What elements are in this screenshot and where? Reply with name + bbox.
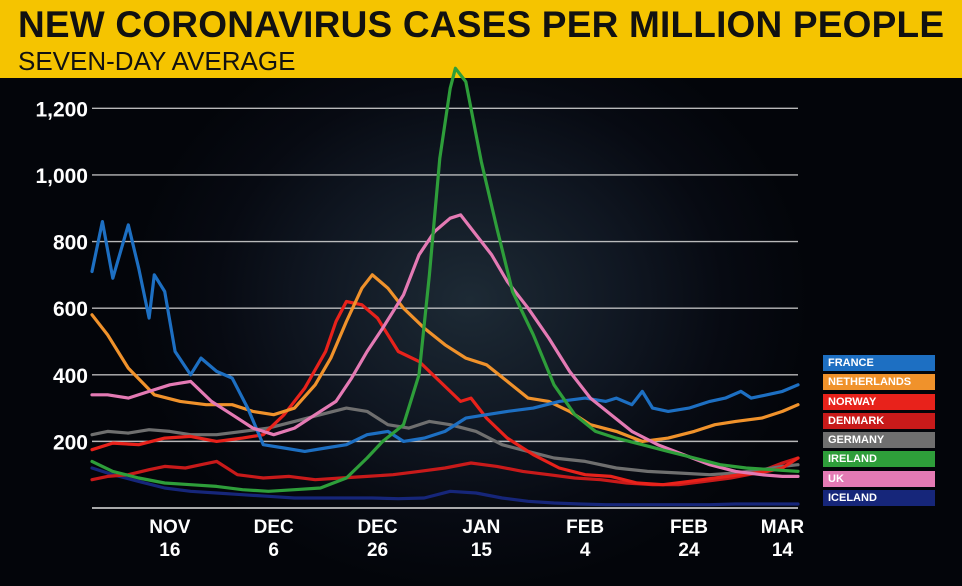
y-tick-label: 400 [53,365,88,388]
x-tick-label: 6 [268,540,279,561]
series-line-denmark [90,456,800,487]
y-tick-label: 600 [53,298,88,321]
y-tick-label: 200 [53,431,88,454]
x-tick-label: DEC [254,517,294,538]
x-tick-label: 26 [367,540,388,561]
legend: FRANCE NETHERLANDS NORWAY DENMARK GERMANY IRE… [823,355,935,509]
x-tick-label: FEB [566,517,604,538]
x-tick-label: 24 [678,540,700,561]
series-line-germany [90,406,800,477]
series-line-france [90,220,800,453]
legend-item-ireland: IRELAND [823,451,935,468]
title-banner: NEW CORONAVIRUS CASES PER MILLION PEOPLE… [0,0,962,78]
legend-item-norway: NORWAY [823,393,935,410]
x-tick-label: NOV [149,517,191,538]
x-tick-label: 4 [580,540,591,561]
y-tick-label: 800 [53,232,88,255]
series-line-netherlands [90,273,800,443]
chart-title: NEW CORONAVIRUS CASES PER MILLION PEOPLE [18,4,945,45]
legend-item-germany: GERMANY [823,432,935,449]
legend-item-iceland: ICELAND [823,490,935,507]
legend-item-denmark: DENMARK [823,412,935,429]
x-tick-label: DEC [357,517,397,538]
y-tick-label: 1,200 [35,98,88,121]
legend-item-netherlands: NETHERLANDS [823,374,935,391]
x-tick-label: FEB [670,517,708,538]
series-line-iceland [90,466,800,507]
legend-item-france: FRANCE [823,355,935,371]
x-tick-label: 16 [159,540,180,561]
x-tick-label: 15 [471,540,493,561]
series-line-ireland [90,66,800,493]
series-line-norway [90,299,800,487]
x-tick-label: MAR [761,517,805,538]
chart-subtitle: SEVEN-DAY AVERAGE [18,46,296,76]
x-tick-label: 14 [772,540,794,561]
legend-item-uk: UK [823,470,935,487]
y-tick-label: 1,000 [35,165,88,188]
x-tick-label: JAN [462,517,500,538]
